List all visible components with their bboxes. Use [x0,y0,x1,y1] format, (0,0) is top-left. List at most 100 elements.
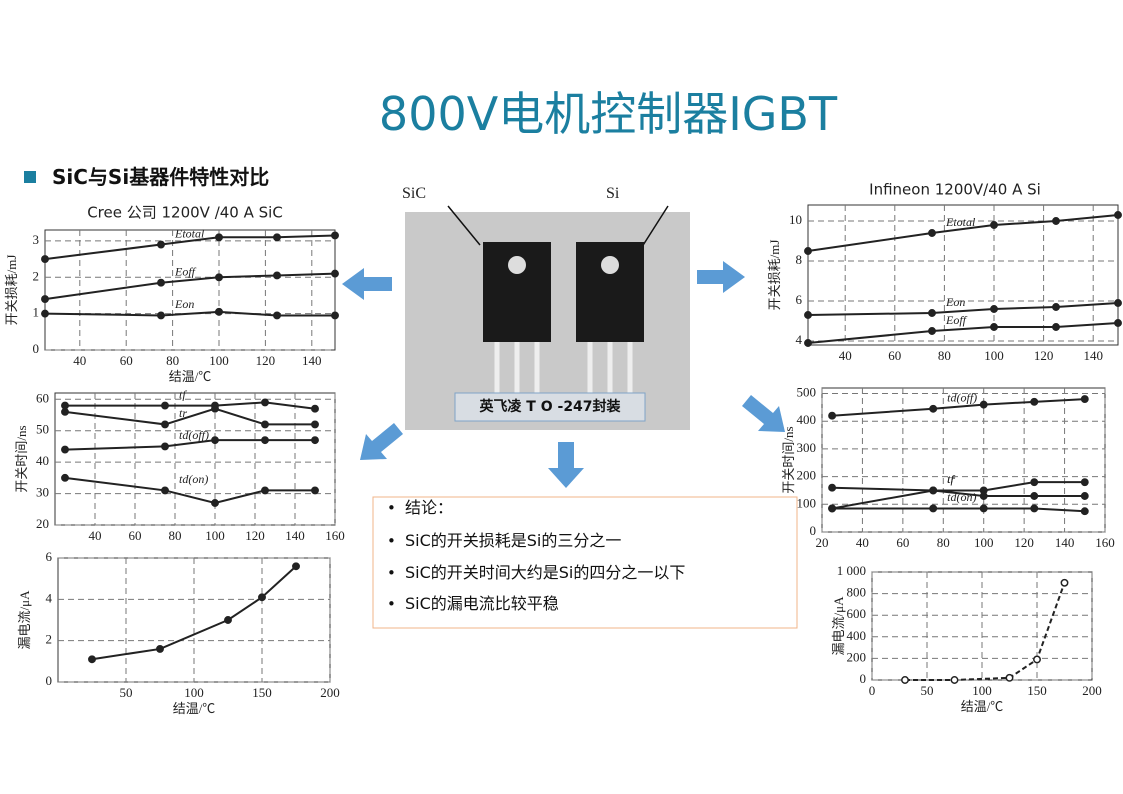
data-point [41,295,49,304]
x-tick-label: 40 [856,535,869,550]
data-point [1005,673,1014,682]
data-point [61,445,69,454]
x-tick-label: 120 [245,528,265,543]
data-point [261,398,269,407]
bullet: • [387,564,396,582]
y-tick-label: 10 [789,212,802,227]
data-point [88,655,96,664]
y-tick-label: 2 [46,632,53,647]
data-point [990,323,998,331]
data-point [1052,217,1060,225]
y-tick-label: 3 [33,232,40,247]
y-tick-label: 600 [847,606,867,621]
data-point [1030,397,1039,406]
arrow [742,395,785,432]
data-point [224,616,232,624]
x-tick-label: 140 [1083,348,1103,363]
chart-title: Cree 公司 1200V /40 A SiC [87,204,283,222]
slide-title: 800V电机控制器IGBT [379,87,838,141]
series-label: td(off) [179,428,209,442]
data-point [211,499,219,507]
data-point [157,278,165,287]
y-tick-label: 2 [33,268,40,283]
y-tick-label: 200 [797,468,817,483]
data-point [311,420,319,429]
data-point [1114,319,1122,327]
data-point [292,562,300,571]
data-point [979,400,988,409]
y-tick-label: 400 [847,628,867,643]
y-tick-label: 8 [796,252,803,267]
data-point [311,436,319,445]
x-tick-label: 20 [816,535,829,550]
series-label: Eon [945,295,965,309]
y-tick-label: 6 [46,549,53,564]
data-point [929,504,938,513]
data-point [804,311,812,319]
bullet: • [387,499,396,517]
y-tick-label: 50 [36,422,49,437]
data-point [1080,492,1089,500]
section-heading: SiC与Si基器件特性对比 [52,165,269,189]
data-point [161,486,169,495]
data-point [1052,323,1060,331]
series-label: tr [947,472,955,486]
conclusion-item: SiC的漏电流比较平稳 [405,594,559,613]
y-axis-label: 开关时间/ns [14,425,29,492]
x-tick-label: 120 [1034,348,1054,363]
x-tick-label: 150 [252,685,272,700]
series-label: tr [179,406,187,420]
data-point [1033,655,1041,664]
data-point [1052,303,1060,311]
bullet: • [387,532,396,550]
data-point [273,271,281,280]
data-point [273,311,281,320]
data-point [1114,299,1122,307]
data-point [157,240,165,249]
data-point [215,273,223,282]
x-axis-label: 结温/℃ [169,369,212,384]
data-point [61,401,69,410]
x-axis-label: 结温/℃ [173,701,216,716]
data-point [61,473,69,482]
data-point [1080,395,1089,404]
series-label: Etotal [174,226,205,240]
x-tick-label: 160 [1095,535,1115,550]
plot-frame [54,392,336,526]
x-tick-label: 100 [974,535,994,550]
x-tick-label: 40 [89,528,102,543]
chart: 0 1 2 3 40 60 80 100 120 140 Cree 公司 1200V /40 A S… [4,204,339,384]
conclusion-item: SiC的开关时间大约是Si的四分之一以下 [405,563,685,582]
photo-label: SiC [402,185,426,202]
data-point [828,411,837,420]
series-label: td(on) [179,472,208,486]
y-axis-label: 开关时间/ns [781,426,796,493]
device-hole [601,256,619,274]
data-point [331,269,339,278]
y-tick-label: 60 [36,390,49,405]
pointer [639,205,669,251]
y-axis-label: 漏电流/μA [17,590,32,650]
x-tick-label: 100 [984,348,1004,363]
pointer [447,205,481,246]
series-label: Eon [174,297,194,311]
bullet-square [24,171,36,183]
data-point [258,593,266,602]
series-label: td(off) [947,391,977,405]
chart-title: Infineon 1200V/40 A Si [869,181,1041,199]
y-tick-label: 4 [796,332,803,347]
data-point [1060,578,1069,587]
y-tick-label: 0 [33,341,40,356]
chart: 0 2 4 6 50 100 150 200 漏电流/μA 结温/℃ [17,549,340,716]
x-tick-label: 80 [938,348,951,363]
data-point [901,676,909,684]
x-tick-label: 80 [166,353,179,368]
x-tick-label: 120 [1014,535,1034,550]
data-point [1030,478,1039,487]
y-axis-label: 漏电流/μA [831,596,846,656]
data-point [1114,211,1122,219]
data-point [161,420,169,429]
data-point [261,486,269,495]
